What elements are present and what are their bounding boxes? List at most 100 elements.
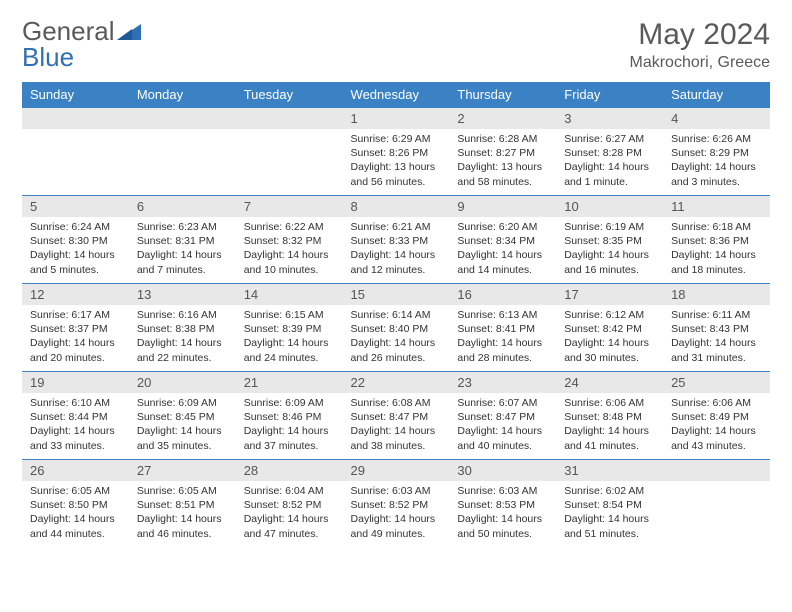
calendar-cell: 6Sunrise: 6:23 AMSunset: 8:31 PMDaylight… [129,196,236,284]
day-number-empty [236,108,343,129]
week-row: 12Sunrise: 6:17 AMSunset: 8:37 PMDayligh… [22,284,770,372]
day-number: 1 [343,108,450,129]
day-number: 22 [343,372,450,393]
day-data: Sunrise: 6:13 AMSunset: 8:41 PMDaylight:… [449,305,556,369]
day-data: Sunrise: 6:12 AMSunset: 8:42 PMDaylight:… [556,305,663,369]
day-number: 25 [663,372,770,393]
logo-text-blue: Blue [22,42,74,72]
header: GeneralBlue May 2024 Makrochori, Greece [22,18,770,72]
calendar-cell: 14Sunrise: 6:15 AMSunset: 8:39 PMDayligh… [236,284,343,372]
day-number: 6 [129,196,236,217]
calendar-cell: 19Sunrise: 6:10 AMSunset: 8:44 PMDayligh… [22,372,129,460]
day-number-empty [129,108,236,129]
day-number: 23 [449,372,556,393]
day-number: 10 [556,196,663,217]
day-data: Sunrise: 6:11 AMSunset: 8:43 PMDaylight:… [663,305,770,369]
day-number-empty [663,460,770,481]
day-data: Sunrise: 6:23 AMSunset: 8:31 PMDaylight:… [129,217,236,281]
day-data: Sunrise: 6:06 AMSunset: 8:48 PMDaylight:… [556,393,663,457]
calendar-cell: 4Sunrise: 6:26 AMSunset: 8:29 PMDaylight… [663,108,770,196]
day-number: 27 [129,460,236,481]
day-data: Sunrise: 6:26 AMSunset: 8:29 PMDaylight:… [663,129,770,193]
day-number: 4 [663,108,770,129]
calendar-cell: 5Sunrise: 6:24 AMSunset: 8:30 PMDaylight… [22,196,129,284]
calendar-cell: 28Sunrise: 6:04 AMSunset: 8:52 PMDayligh… [236,460,343,548]
day-data: Sunrise: 6:05 AMSunset: 8:50 PMDaylight:… [22,481,129,545]
day-data: Sunrise: 6:05 AMSunset: 8:51 PMDaylight:… [129,481,236,545]
day-header-wednesday: Wednesday [343,82,450,108]
day-data: Sunrise: 6:10 AMSunset: 8:44 PMDaylight:… [22,393,129,457]
day-data: Sunrise: 6:06 AMSunset: 8:49 PMDaylight:… [663,393,770,457]
day-data: Sunrise: 6:08 AMSunset: 8:47 PMDaylight:… [343,393,450,457]
day-data: Sunrise: 6:09 AMSunset: 8:46 PMDaylight:… [236,393,343,457]
calendar-cell: 13Sunrise: 6:16 AMSunset: 8:38 PMDayligh… [129,284,236,372]
day-data: Sunrise: 6:19 AMSunset: 8:35 PMDaylight:… [556,217,663,281]
day-data: Sunrise: 6:04 AMSunset: 8:52 PMDaylight:… [236,481,343,545]
calendar-cell [129,108,236,196]
day-number: 30 [449,460,556,481]
day-data: Sunrise: 6:02 AMSunset: 8:54 PMDaylight:… [556,481,663,545]
day-data: Sunrise: 6:21 AMSunset: 8:33 PMDaylight:… [343,217,450,281]
day-number: 8 [343,196,450,217]
calendar-cell: 22Sunrise: 6:08 AMSunset: 8:47 PMDayligh… [343,372,450,460]
calendar-cell: 7Sunrise: 6:22 AMSunset: 8:32 PMDaylight… [236,196,343,284]
week-row: 1Sunrise: 6:29 AMSunset: 8:26 PMDaylight… [22,108,770,196]
day-number: 15 [343,284,450,305]
day-number: 13 [129,284,236,305]
calendar-cell: 2Sunrise: 6:28 AMSunset: 8:27 PMDaylight… [449,108,556,196]
day-header-tuesday: Tuesday [236,82,343,108]
day-number: 26 [22,460,129,481]
day-header-thursday: Thursday [449,82,556,108]
calendar-cell: 24Sunrise: 6:06 AMSunset: 8:48 PMDayligh… [556,372,663,460]
calendar-cell: 31Sunrise: 6:02 AMSunset: 8:54 PMDayligh… [556,460,663,548]
day-number: 5 [22,196,129,217]
logo: GeneralBlue [22,18,141,70]
day-number: 16 [449,284,556,305]
day-data: Sunrise: 6:20 AMSunset: 8:34 PMDaylight:… [449,217,556,281]
day-header-friday: Friday [556,82,663,108]
calendar-cell: 25Sunrise: 6:06 AMSunset: 8:49 PMDayligh… [663,372,770,460]
day-number-empty [22,108,129,129]
day-data: Sunrise: 6:03 AMSunset: 8:52 PMDaylight:… [343,481,450,545]
calendar-cell: 11Sunrise: 6:18 AMSunset: 8:36 PMDayligh… [663,196,770,284]
day-number: 11 [663,196,770,217]
day-number: 29 [343,460,450,481]
calendar-cell: 16Sunrise: 6:13 AMSunset: 8:41 PMDayligh… [449,284,556,372]
week-row: 19Sunrise: 6:10 AMSunset: 8:44 PMDayligh… [22,372,770,460]
day-number: 14 [236,284,343,305]
day-number: 3 [556,108,663,129]
calendar-cell: 18Sunrise: 6:11 AMSunset: 8:43 PMDayligh… [663,284,770,372]
calendar-cell: 17Sunrise: 6:12 AMSunset: 8:42 PMDayligh… [556,284,663,372]
day-data: Sunrise: 6:15 AMSunset: 8:39 PMDaylight:… [236,305,343,369]
day-data: Sunrise: 6:16 AMSunset: 8:38 PMDaylight:… [129,305,236,369]
calendar-cell [663,460,770,548]
calendar-cell: 3Sunrise: 6:27 AMSunset: 8:28 PMDaylight… [556,108,663,196]
calendar-cell: 1Sunrise: 6:29 AMSunset: 8:26 PMDaylight… [343,108,450,196]
week-row: 26Sunrise: 6:05 AMSunset: 8:50 PMDayligh… [22,460,770,548]
day-data: Sunrise: 6:24 AMSunset: 8:30 PMDaylight:… [22,217,129,281]
calendar-cell: 23Sunrise: 6:07 AMSunset: 8:47 PMDayligh… [449,372,556,460]
day-number: 28 [236,460,343,481]
day-number: 18 [663,284,770,305]
day-header-sunday: Sunday [22,82,129,108]
day-number: 17 [556,284,663,305]
calendar-cell: 21Sunrise: 6:09 AMSunset: 8:46 PMDayligh… [236,372,343,460]
day-data: Sunrise: 6:28 AMSunset: 8:27 PMDaylight:… [449,129,556,193]
day-number: 12 [22,284,129,305]
day-number: 24 [556,372,663,393]
day-number: 20 [129,372,236,393]
calendar-cell [22,108,129,196]
day-data: Sunrise: 6:07 AMSunset: 8:47 PMDaylight:… [449,393,556,457]
day-data: Sunrise: 6:22 AMSunset: 8:32 PMDaylight:… [236,217,343,281]
day-number: 7 [236,196,343,217]
day-number: 19 [22,372,129,393]
calendar-cell: 12Sunrise: 6:17 AMSunset: 8:37 PMDayligh… [22,284,129,372]
logo-triangle-icon [117,18,141,44]
calendar-cell: 10Sunrise: 6:19 AMSunset: 8:35 PMDayligh… [556,196,663,284]
day-data: Sunrise: 6:03 AMSunset: 8:53 PMDaylight:… [449,481,556,545]
week-row: 5Sunrise: 6:24 AMSunset: 8:30 PMDaylight… [22,196,770,284]
day-header-saturday: Saturday [663,82,770,108]
title-block: May 2024 Makrochori, Greece [630,18,771,72]
day-header-monday: Monday [129,82,236,108]
calendar-table: SundayMondayTuesdayWednesdayThursdayFrid… [22,82,770,548]
